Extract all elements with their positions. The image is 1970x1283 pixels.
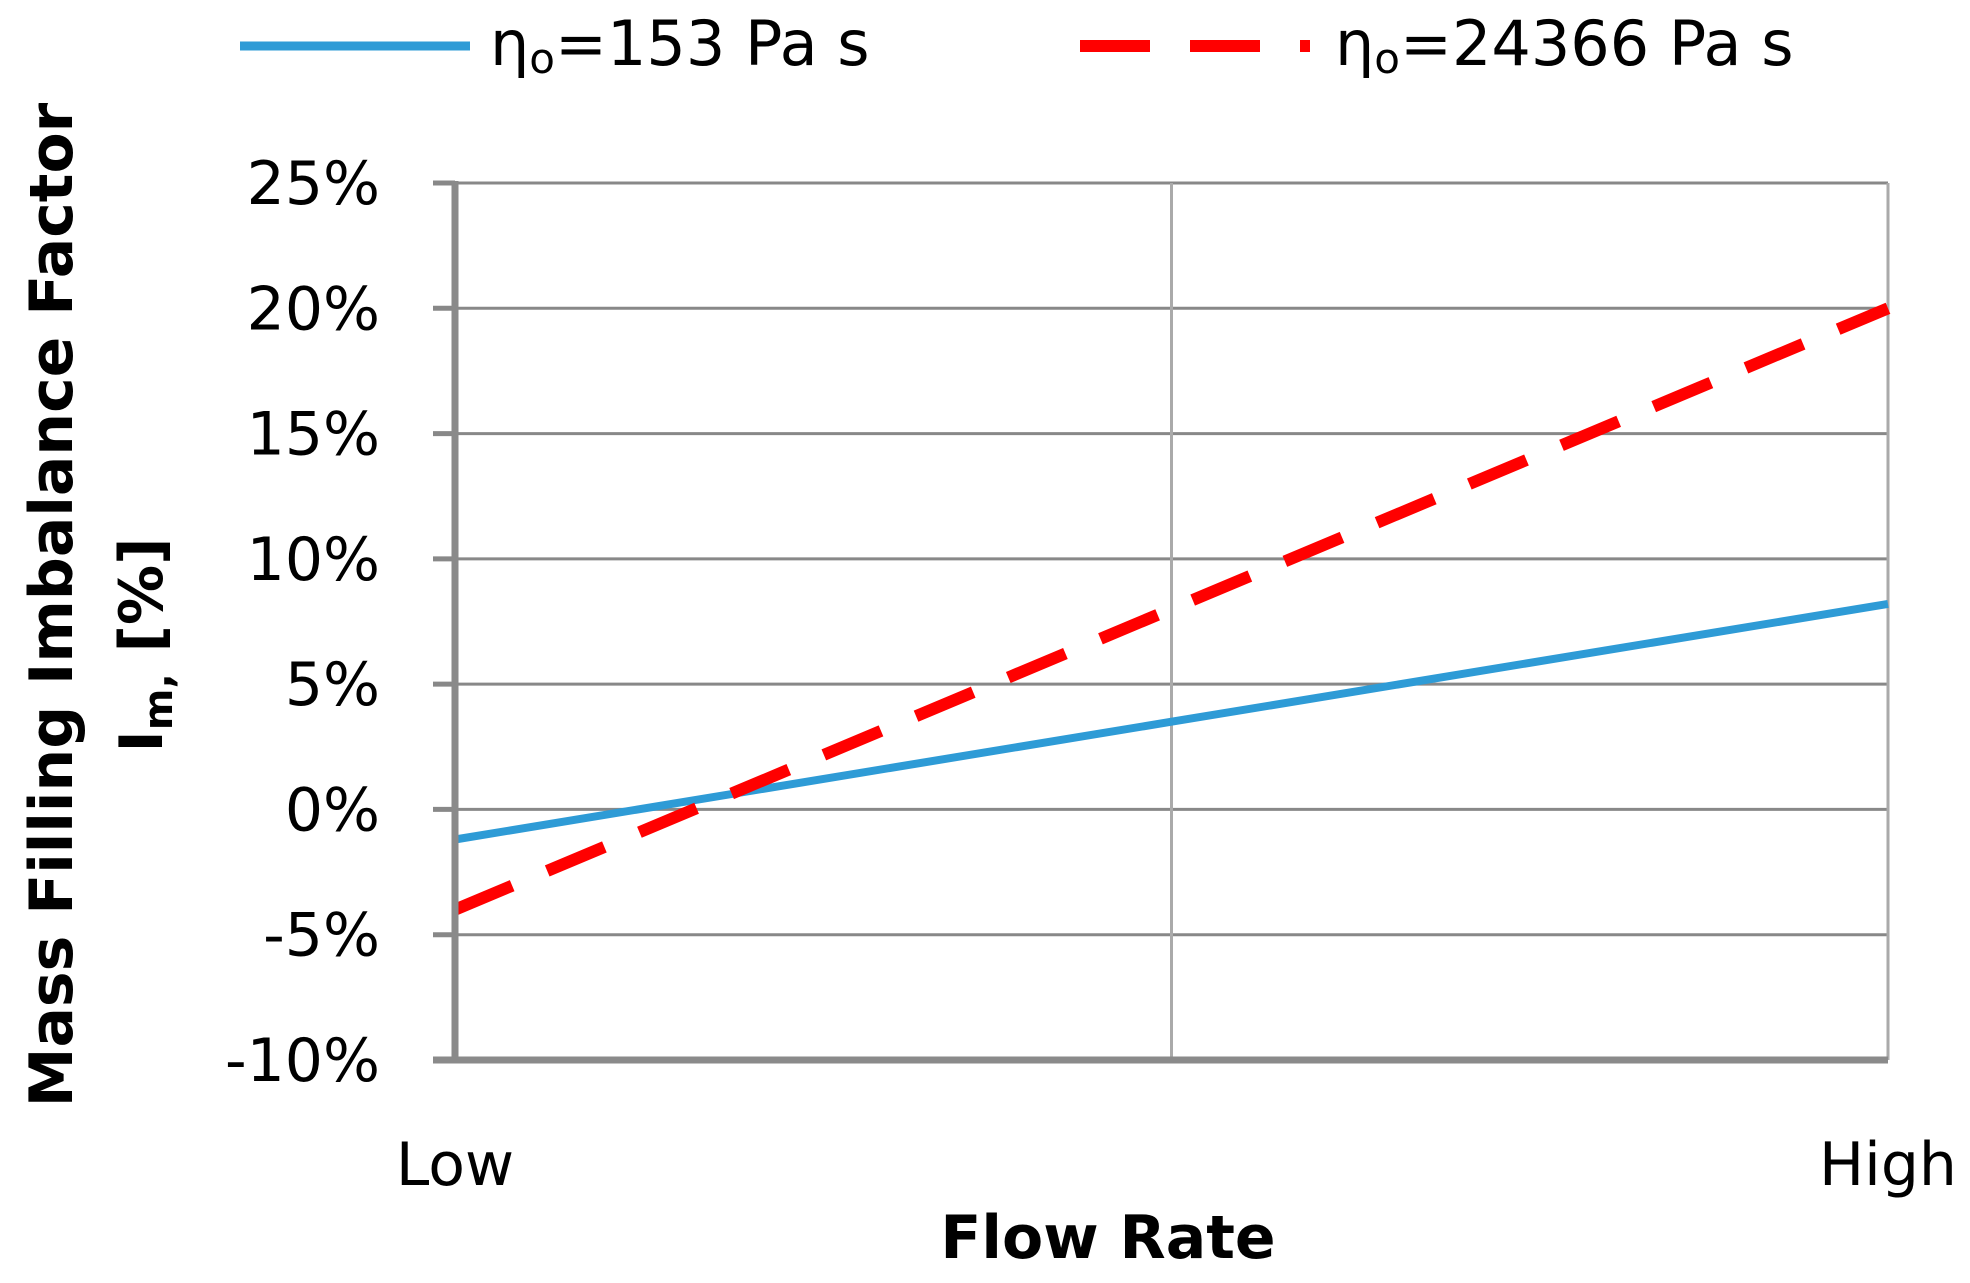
y-tick-label: 10%: [247, 525, 380, 595]
y-axis-title-line1: Mass Filling Imbalance Factor: [17, 102, 87, 1107]
y-tick-label: 25%: [247, 149, 380, 219]
y-tick-label: -5%: [263, 901, 380, 971]
x-tick-labels: Low High: [396, 1130, 1957, 1200]
legend-label-series-1: ηo=153 Pa s: [490, 7, 870, 83]
legend: ηo=153 Pa s ηo=24366 Pa s: [240, 7, 1794, 83]
x-tick-label-high: High: [1819, 1130, 1957, 1200]
axes: [433, 180, 1888, 1064]
legend-label-series-2: ηo=24366 Pa s: [1335, 7, 1794, 83]
series-layer: [452, 302, 1891, 916]
y-tick-label: 5%: [285, 650, 380, 720]
plot-area: -10% -5% 0% 5% 10% 15% 20% 25% Low High: [225, 149, 1957, 1200]
series-line-2: [452, 302, 1891, 916]
series-line-1: [454, 600, 1889, 844]
y-tick-label: -10%: [225, 1026, 380, 1096]
y-tick-label: 20%: [247, 274, 380, 344]
y-axis-title-line2: Im, [%]: [107, 537, 182, 752]
x-tick-label-low: Low: [396, 1130, 514, 1200]
y-tick-label: 0%: [285, 775, 380, 845]
y-tick-labels: -10% -5% 0% 5% 10% 15% 20% 25%: [225, 149, 380, 1096]
y-tick-label: 15%: [247, 400, 380, 470]
x-axis-title: Flow Rate: [940, 1203, 1275, 1273]
